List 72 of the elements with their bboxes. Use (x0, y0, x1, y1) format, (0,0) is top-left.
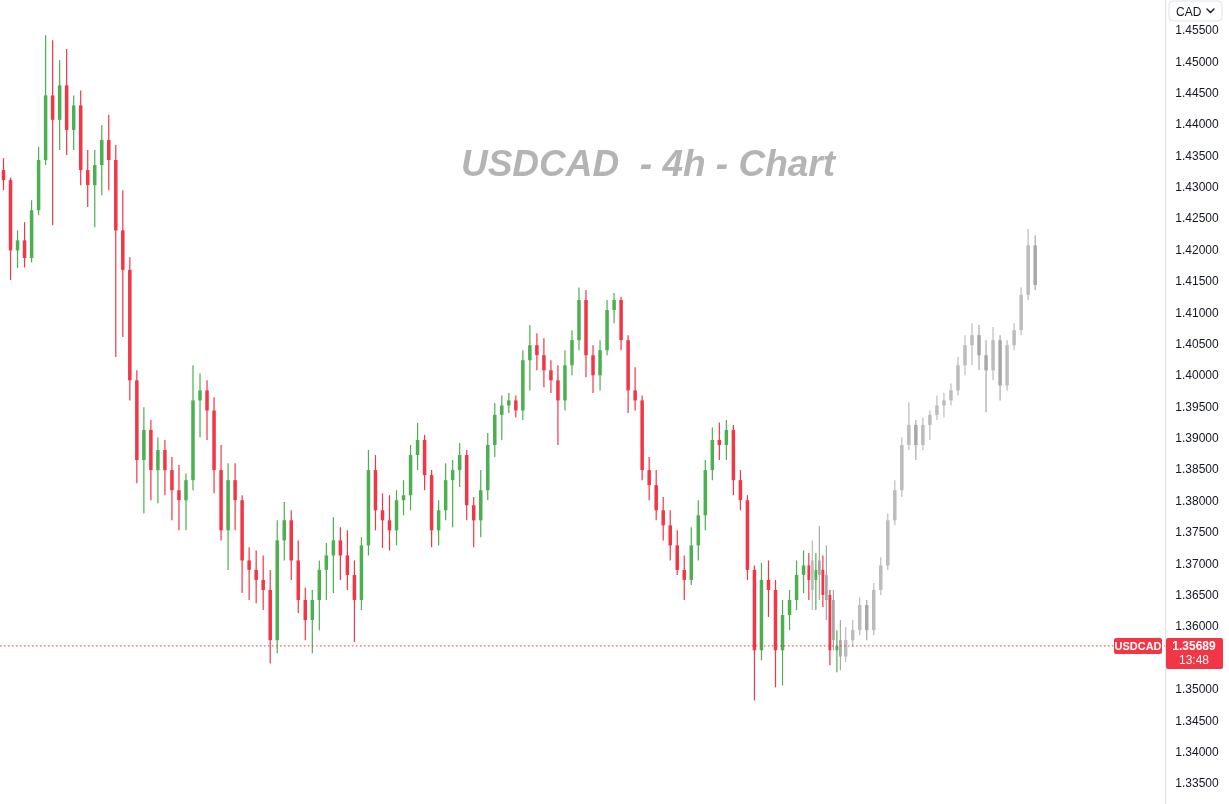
y-tick-label: 1.42000 (1175, 242, 1220, 257)
y-tick-label: 1.44500 (1175, 85, 1220, 100)
candlestick (661, 496, 665, 541)
candlestick (261, 554, 265, 611)
y-tick-label: 1.41000 (1175, 305, 1220, 320)
candlestick (205, 379, 209, 441)
candlestick (163, 439, 167, 496)
candlestick (507, 392, 511, 414)
y-tick-label: 1.39500 (1175, 399, 1220, 414)
candlestick (839, 619, 842, 671)
candlestick (198, 372, 202, 439)
candlestick (942, 392, 946, 418)
y-tick-label: 1.45000 (1175, 54, 1220, 69)
candlestick (535, 332, 539, 371)
y-tick-label: 1.35000 (1175, 682, 1220, 697)
candlestick (542, 337, 546, 388)
y-tick-label: 1.36000 (1175, 619, 1220, 634)
candlestick (247, 546, 251, 601)
candlestick (514, 394, 518, 418)
candlestick (977, 324, 981, 371)
candlestick (801, 549, 806, 594)
text: 13:48 (1178, 652, 1210, 667)
candlestick (500, 394, 504, 441)
candlestick (1012, 322, 1016, 351)
y-tick-label: 1.37000 (1175, 556, 1220, 571)
y-tick-label: 1.39000 (1175, 431, 1220, 446)
candlestick (107, 114, 111, 191)
y-axis-title: CAD (1176, 4, 1202, 19)
candlestick (935, 394, 939, 421)
y-tick-label: 1.38000 (1175, 493, 1220, 508)
candlestick (970, 322, 974, 366)
candlestick (612, 292, 616, 324)
candlestick (928, 409, 932, 441)
y-tick-label: 1.40000 (1175, 368, 1220, 383)
y-tick-label: 1.42500 (1175, 211, 1220, 226)
candlestick (233, 462, 237, 531)
candlestick (170, 456, 174, 521)
text: USDCAD - 4h - Chart (460, 143, 837, 184)
candlestick (963, 334, 967, 376)
candlestick (282, 501, 286, 562)
y-tick-label: 1.43500 (1175, 148, 1220, 163)
candlestick (184, 472, 188, 531)
candlestick (814, 552, 818, 611)
candlestick (984, 339, 988, 413)
y-tick-label: 1.33500 (1175, 776, 1220, 791)
y-tick-label: 1.36500 (1175, 588, 1220, 602)
candlestick (633, 366, 637, 412)
candlestick (914, 419, 918, 461)
candlestick (907, 401, 911, 451)
candlestick (807, 552, 811, 601)
candlestick (549, 359, 553, 394)
text: 1.35689 (1172, 638, 1217, 653)
y-tick-label: 1.40500 (1175, 336, 1220, 351)
y-tick-label: 1.34000 (1175, 744, 1220, 759)
y-tick-label: 1.45500 (1175, 23, 1220, 38)
candlestick (591, 344, 595, 394)
y-tick-label: 1.41500 (1175, 274, 1220, 289)
candlestick (668, 509, 672, 562)
candlestick (177, 464, 181, 531)
candlestick (921, 416, 925, 451)
y-tick-label: 1.34500 (1175, 713, 1220, 728)
candlestick (156, 436, 160, 504)
candlestick (949, 382, 953, 407)
y-tick-label: 1.43000 (1175, 180, 1220, 195)
candlestick (817, 525, 821, 601)
y-tick-label: 1.38500 (1175, 462, 1220, 477)
y-tick-label: 1.44000 (1175, 117, 1220, 132)
candlestick (528, 324, 532, 391)
candlestick (556, 364, 560, 446)
candlestick (647, 456, 651, 501)
candlestick (254, 549, 258, 604)
y-tick-label: 1.37500 (1175, 525, 1220, 540)
